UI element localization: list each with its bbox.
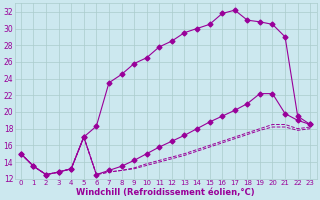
X-axis label: Windchill (Refroidissement éolien,°C): Windchill (Refroidissement éolien,°C): [76, 188, 255, 197]
